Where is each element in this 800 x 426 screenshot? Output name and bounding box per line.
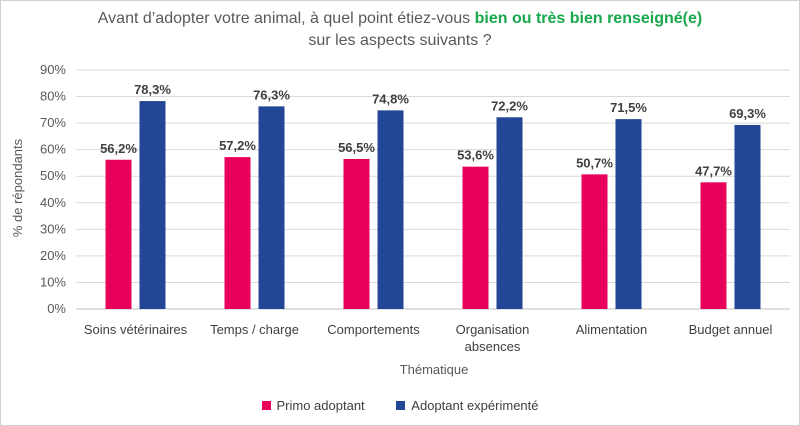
data-label: 69,3% — [729, 106, 766, 121]
category-label: Temps / charge — [210, 322, 299, 337]
category-label-line: Temps / charge — [210, 322, 299, 337]
data-label: 53,6% — [457, 148, 494, 163]
data-label: 56,2% — [100, 141, 137, 156]
data-label: 74,8% — [372, 91, 409, 106]
x-axis-title: Thématique — [400, 362, 469, 377]
category-label: Organisation absences — [456, 322, 530, 354]
y-tick-label: 20% — [40, 248, 66, 263]
category-label-line: Alimentation — [576, 322, 648, 337]
bar-primo — [224, 157, 251, 309]
bar-experimente — [377, 110, 404, 309]
data-label: 71,5% — [610, 100, 647, 115]
bar-primo — [105, 159, 132, 309]
data-labels: 56,2% 78,3% 57,2% 76,3% 56,5% 74,8% 53,6% 72,2%… — [100, 82, 766, 178]
bar-experimente — [139, 101, 166, 309]
category-label-line: Organisation — [456, 322, 530, 337]
title-part1: Avant d’adopter votre animal, à quel poi… — [97, 10, 475, 27]
category-label-line: Soins vétérinaires — [84, 322, 188, 337]
legend-item-primo: Primo adoptant — [261, 398, 365, 413]
y-tick-label: 90% — [40, 62, 66, 77]
y-tick-label: 70% — [40, 115, 66, 130]
y-tick-label: 50% — [40, 168, 66, 183]
data-label: 57,2% — [219, 138, 256, 153]
y-tick-label: 60% — [40, 142, 66, 157]
legend-label-experimente: Adoptant expérimenté — [411, 398, 539, 413]
legend-swatch-primo — [261, 401, 271, 410]
title-line2: sur les aspects suivants ? — [308, 32, 492, 49]
data-label: 50,7% — [576, 155, 613, 170]
bar-primo — [581, 174, 608, 309]
bar-experimente — [258, 106, 285, 310]
category-label: Soins vétérinaires — [84, 322, 188, 337]
data-label: 76,3% — [253, 87, 290, 102]
category-label: Comportements — [327, 322, 420, 337]
category-labels: Soins vétérinaires Temps / charge Comporte… — [84, 322, 773, 354]
gridlines — [76, 69, 790, 310]
legend-label-primo: Primo adoptant — [276, 398, 365, 413]
legend: Primo adoptant Adoptant expérimenté — [0, 398, 800, 413]
bar-experimente — [615, 119, 642, 309]
category-label-line: Comportements — [327, 322, 420, 337]
category-label-line: Budget annuel — [689, 322, 773, 337]
data-label: 56,5% — [338, 140, 375, 155]
data-label: 72,2% — [491, 98, 528, 113]
bar-experimente — [734, 124, 761, 309]
chart-title: Avant d’adopter votre animal, à quel poi… — [0, 8, 800, 52]
y-tick-label: 0% — [47, 301, 66, 316]
bar-primo — [462, 166, 489, 309]
y-tick-label: 40% — [40, 195, 66, 210]
category-label-line: absences — [465, 339, 521, 354]
y-axis-title: % de répondants — [10, 138, 25, 237]
legend-swatch-experimente — [396, 401, 406, 410]
data-label: 47,7% — [695, 163, 732, 178]
bar-primo — [700, 182, 727, 309]
bar-experimente — [496, 117, 523, 309]
bar-primo — [343, 158, 370, 309]
y-tick-label: 80% — [40, 89, 66, 104]
y-axis-ticks: 0% 10% 20% 30% 40% 50% 60% 70% 80% 90% — [40, 62, 66, 316]
y-tick-label: 30% — [40, 221, 66, 236]
category-label: Alimentation — [576, 322, 648, 337]
legend-item-experimente: Adoptant expérimenté — [396, 398, 539, 413]
data-label: 78,3% — [134, 82, 171, 97]
category-label: Budget annuel — [689, 322, 773, 337]
bars — [105, 101, 761, 310]
y-tick-label: 10% — [40, 274, 66, 289]
title-highlight: bien ou très bien renseigné(e) — [474, 10, 703, 27]
